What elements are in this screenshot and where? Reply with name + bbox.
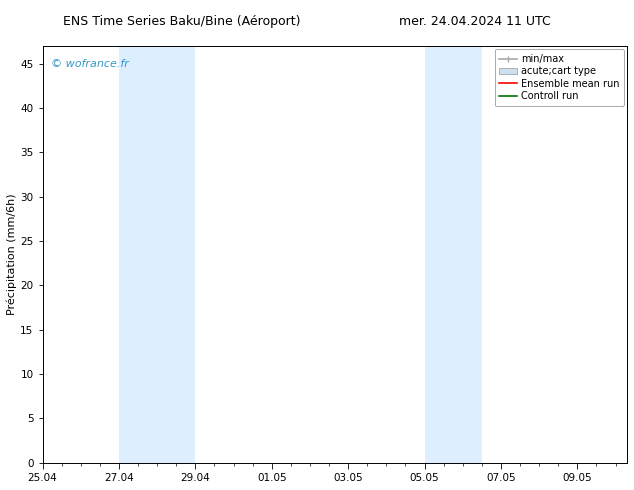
Bar (119, 46, 195, 463)
Text: © wofrance.fr: © wofrance.fr (51, 59, 129, 69)
Text: mer. 24.04.2024 11 UTC: mer. 24.04.2024 11 UTC (399, 15, 551, 28)
Bar (425, 46, 482, 463)
Text: ENS Time Series Baku/Bine (Aéroport): ENS Time Series Baku/Bine (Aéroport) (63, 15, 301, 28)
Legend: min/max, acute;cart type, Ensemble mean run, Controll run: min/max, acute;cart type, Ensemble mean … (495, 49, 624, 106)
Y-axis label: Précipitation (mm/6h): Précipitation (mm/6h) (7, 194, 18, 315)
